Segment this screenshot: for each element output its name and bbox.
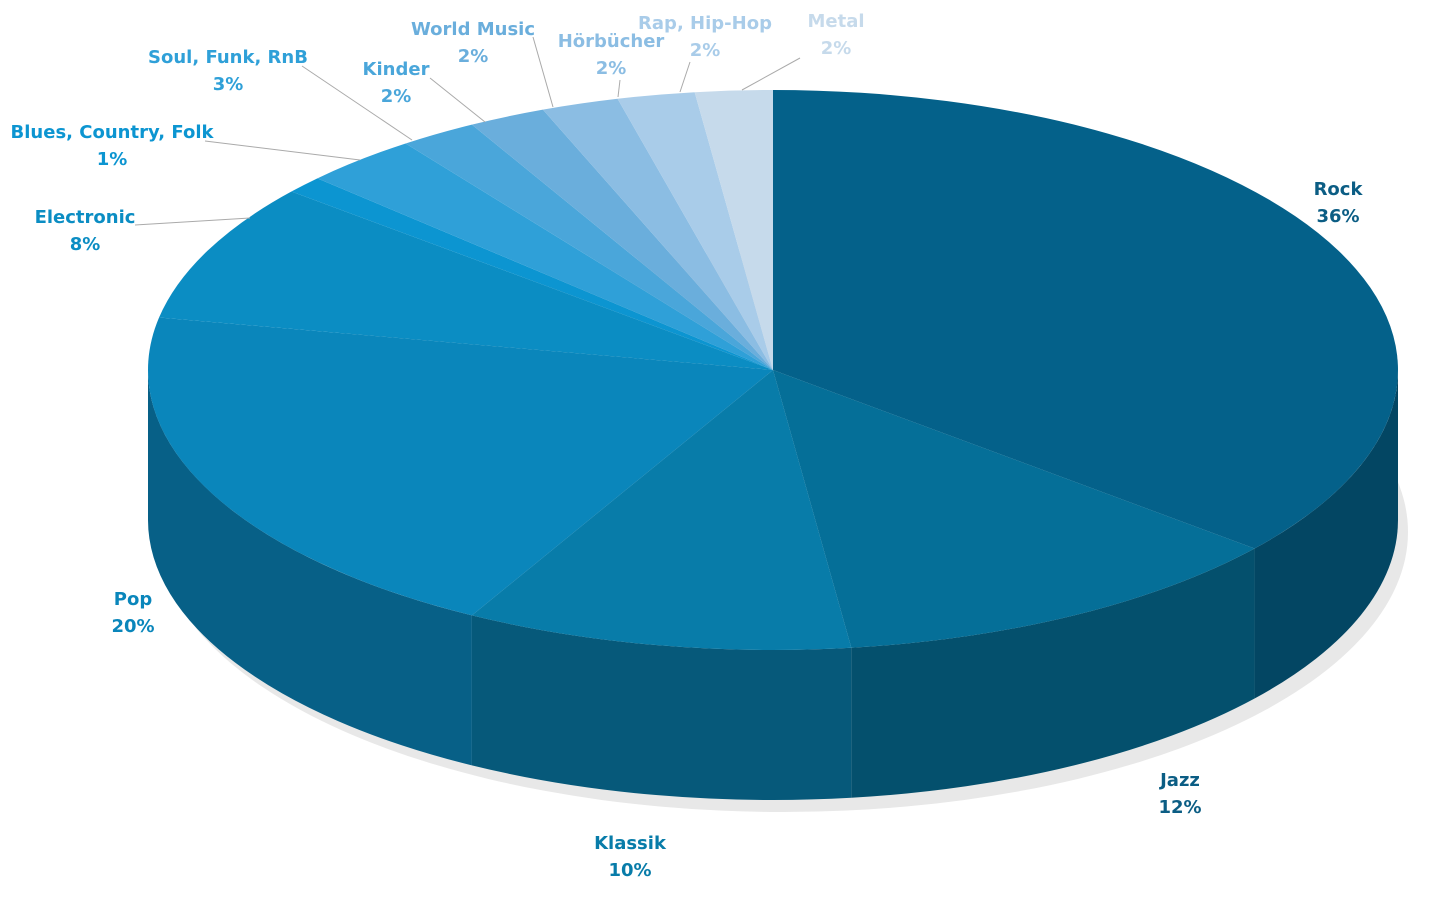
leader-line xyxy=(617,79,621,98)
leader-line xyxy=(134,217,251,226)
slice xyxy=(773,370,1255,648)
slice xyxy=(147,317,773,616)
label-name: Metal xyxy=(807,11,864,32)
slice-side xyxy=(851,548,1255,798)
label-value: 2% xyxy=(690,40,721,61)
label-name: Jazz xyxy=(1158,770,1200,791)
label-value: 3% xyxy=(213,74,244,95)
slice xyxy=(542,98,773,370)
slice-side xyxy=(1254,370,1398,699)
slice xyxy=(471,109,773,370)
slice xyxy=(471,370,852,650)
label-name: Hörbücher xyxy=(558,31,665,52)
label-name: World Music xyxy=(411,19,535,40)
label-value: 2% xyxy=(458,46,489,67)
label-name: Blues, Country, Folk xyxy=(11,122,215,143)
label-value: 12% xyxy=(1158,797,1201,818)
slice xyxy=(317,143,773,370)
label-name: Pop xyxy=(114,589,153,610)
leader-line xyxy=(301,65,413,141)
label-value: 10% xyxy=(608,860,651,881)
label-value: 2% xyxy=(596,58,627,79)
slice xyxy=(773,90,1398,549)
slice-side xyxy=(148,370,472,766)
label-name: Kinder xyxy=(363,59,430,80)
label-value: 1% xyxy=(97,149,128,170)
leader-line xyxy=(679,61,691,93)
label-name: Soul, Funk, RnB xyxy=(148,47,308,68)
leader-line xyxy=(741,57,801,91)
slice-side xyxy=(471,615,852,800)
leader-line xyxy=(429,77,486,123)
slice xyxy=(405,124,773,371)
label-value: 2% xyxy=(381,86,412,107)
leader-line xyxy=(204,140,361,161)
label-name: Electronic xyxy=(35,207,136,228)
label-value: 2% xyxy=(821,38,852,59)
label-name: Rock xyxy=(1314,179,1364,200)
label-value: 36% xyxy=(1316,206,1359,227)
slice xyxy=(159,191,774,370)
slice xyxy=(291,178,773,370)
label-name: Klassik xyxy=(594,833,667,854)
label-value: 20% xyxy=(111,616,154,637)
slice xyxy=(694,90,773,370)
label-value: 8% xyxy=(70,234,101,255)
slice xyxy=(617,92,773,370)
label-name: Rap, Hip-Hop xyxy=(638,13,772,34)
leader-line xyxy=(532,36,554,108)
